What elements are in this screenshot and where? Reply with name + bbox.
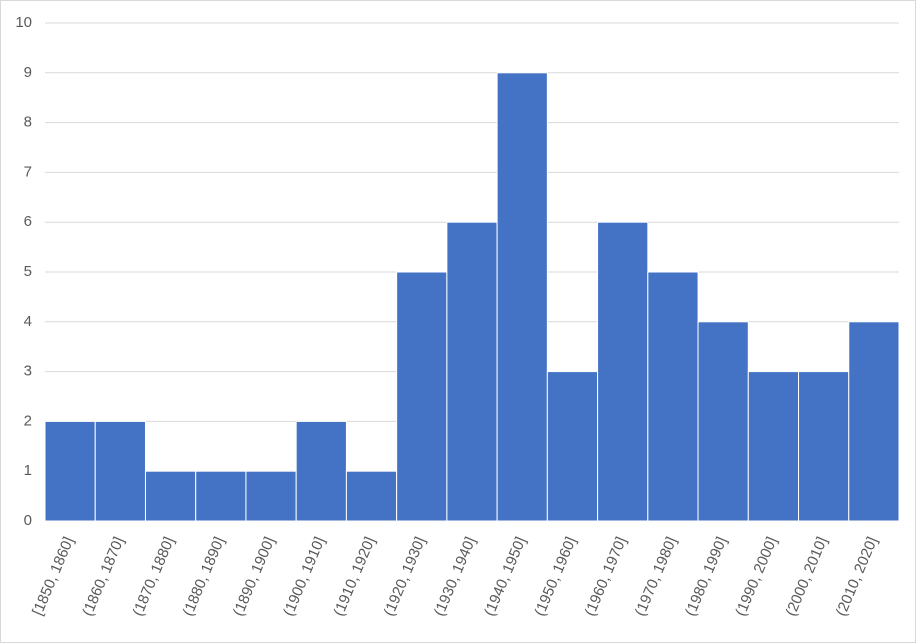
- y-tick-label: 6: [24, 213, 32, 230]
- bar: [697, 321, 749, 522]
- bar: [647, 271, 699, 522]
- y-tick-label: 10: [15, 14, 32, 31]
- bar: [747, 371, 800, 522]
- y-tick-label: 9: [24, 64, 32, 81]
- bar: [848, 321, 900, 522]
- y-tick-label: 2: [24, 412, 32, 429]
- bar: [94, 420, 146, 522]
- y-tick-label: 8: [24, 114, 32, 131]
- bar: [144, 470, 197, 522]
- y-tick-label: 0: [24, 512, 32, 529]
- bar: [245, 470, 297, 522]
- bar: [195, 470, 247, 522]
- y-tick-label: 3: [24, 363, 32, 380]
- y-tick-label: 4: [24, 313, 32, 330]
- bar: [345, 470, 398, 522]
- bar: [44, 420, 96, 522]
- bar: [546, 371, 599, 522]
- y-tick-label: 5: [24, 263, 32, 280]
- bar: [295, 420, 347, 522]
- bar: [496, 72, 548, 522]
- bar: [446, 221, 498, 522]
- y-tick-label: 1: [24, 462, 32, 479]
- y-tick-label: 7: [24, 163, 32, 180]
- bar: [597, 221, 649, 522]
- bar: [396, 271, 448, 522]
- bar: [798, 371, 850, 522]
